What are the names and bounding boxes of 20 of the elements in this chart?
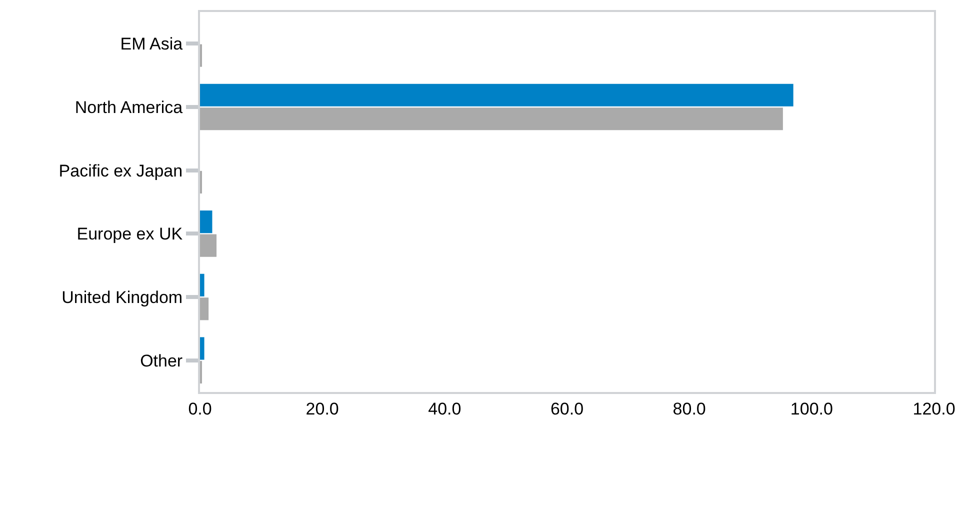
y-tick-label: Europe ex UK bbox=[76, 224, 184, 244]
x-tick-label: 20.0 bbox=[306, 399, 339, 418]
x-tick-label: 40.0 bbox=[428, 399, 462, 418]
bar bbox=[200, 274, 204, 296]
x-tick-label: 0.0 bbox=[188, 399, 212, 418]
bar bbox=[200, 210, 212, 234]
x-tick-label: 120.0 bbox=[912, 399, 956, 418]
y-tick-label: Other bbox=[140, 351, 183, 370]
bar bbox=[200, 298, 209, 320]
bar bbox=[200, 234, 217, 257]
y-tick-label: Pacific ex Japan bbox=[58, 161, 183, 180]
x-tick-label: 60.0 bbox=[550, 399, 584, 418]
bar bbox=[200, 84, 794, 106]
y-tick-label: EM Asia bbox=[120, 34, 184, 54]
x-tick-label: 80.0 bbox=[672, 399, 706, 418]
y-tick-label: North America bbox=[74, 98, 184, 117]
bar bbox=[200, 108, 783, 130]
x-tick-label: 100.0 bbox=[790, 399, 833, 418]
bar bbox=[200, 337, 204, 360]
y-tick-label: United Kingdom bbox=[62, 288, 183, 307]
